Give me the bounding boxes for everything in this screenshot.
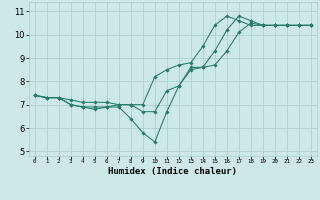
X-axis label: Humidex (Indice chaleur): Humidex (Indice chaleur) xyxy=(108,167,237,176)
